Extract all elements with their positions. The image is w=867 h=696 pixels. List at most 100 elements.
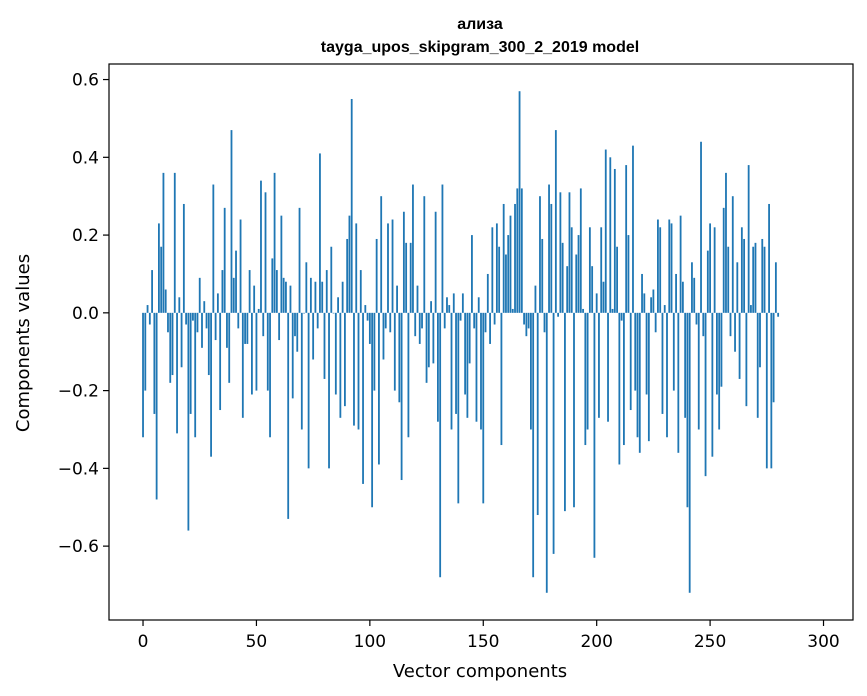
bar (405, 242, 408, 313)
bar (659, 227, 662, 313)
bar (607, 312, 609, 422)
y-tick-label: −0.6 (58, 537, 99, 557)
bar (393, 312, 396, 391)
bar (391, 219, 394, 313)
bar (672, 312, 675, 391)
bar (373, 312, 376, 391)
bar (291, 312, 294, 399)
bar (241, 312, 244, 418)
bar (570, 227, 573, 313)
bar (520, 188, 523, 313)
bar (271, 258, 274, 313)
chart-subtitle: tayga_upos_skipgram_300_2_2019 model (321, 39, 639, 56)
bar (389, 312, 392, 333)
bar (294, 312, 296, 337)
bar (434, 211, 437, 313)
bar (400, 312, 403, 481)
bar (611, 308, 614, 313)
bar (330, 246, 333, 313)
bar (300, 312, 303, 430)
bar (652, 289, 655, 313)
bar (232, 277, 235, 313)
bar (584, 312, 587, 446)
bar (407, 312, 410, 438)
bar (350, 98, 353, 313)
bar (368, 312, 371, 344)
bar (169, 312, 172, 383)
bar (709, 223, 711, 313)
bar (355, 223, 358, 313)
bar (550, 203, 553, 313)
bar-series (142, 91, 780, 593)
bar (743, 238, 746, 313)
bar (205, 312, 208, 329)
bar (273, 172, 276, 313)
bar (509, 215, 512, 313)
bar (720, 312, 723, 387)
bar (759, 312, 761, 368)
bar (375, 238, 378, 313)
bar (763, 246, 766, 313)
bar (244, 312, 246, 344)
bar (706, 250, 709, 313)
bar (251, 312, 253, 395)
bar (151, 270, 153, 313)
bar (620, 312, 623, 321)
bar (545, 312, 548, 593)
bar (285, 281, 287, 313)
bar (228, 312, 231, 383)
bar (670, 223, 673, 313)
bar (196, 312, 199, 333)
bar (525, 312, 528, 337)
bar (668, 219, 671, 313)
bar (423, 196, 426, 313)
bar (287, 312, 290, 519)
bar (164, 289, 167, 313)
bar (663, 305, 666, 313)
y-tick-label: −0.4 (58, 459, 99, 479)
bar (226, 312, 228, 348)
bar (171, 312, 174, 376)
bar (568, 192, 571, 313)
bar (380, 196, 383, 313)
bar (677, 312, 680, 453)
bar (255, 312, 258, 391)
bar (713, 227, 716, 313)
bar (541, 238, 544, 313)
y-tick-label: −0.2 (58, 382, 99, 402)
y-axis-label: Components values (13, 254, 34, 432)
bar (402, 211, 405, 313)
x-tick-label: 150 (467, 632, 499, 652)
bar (632, 145, 634, 313)
bar (627, 235, 630, 313)
x-tick-label: 250 (694, 632, 726, 652)
bar (280, 215, 283, 313)
bar (221, 270, 224, 313)
bar (575, 254, 578, 313)
bar (382, 312, 385, 360)
bar (269, 312, 271, 438)
bar (187, 312, 190, 531)
bar (441, 184, 444, 313)
bar (539, 196, 541, 313)
bar (691, 262, 693, 313)
bar (740, 227, 743, 313)
y-axis-ticks: −0.6 −0.4 −0.2 0.0 0.2 0.4 0.6 (58, 71, 109, 557)
bar (275, 270, 278, 313)
bar (366, 312, 369, 321)
bar (201, 312, 203, 348)
bar (750, 305, 752, 313)
bar (511, 308, 514, 313)
bar (289, 285, 292, 313)
bar (536, 312, 539, 516)
bar (237, 312, 240, 329)
bar (591, 266, 594, 313)
bar (155, 312, 158, 500)
bar (516, 188, 519, 313)
bar (593, 312, 596, 558)
bar (412, 184, 414, 313)
bar (448, 305, 451, 313)
bar (770, 312, 773, 469)
bar (421, 312, 423, 329)
bar (716, 312, 718, 395)
